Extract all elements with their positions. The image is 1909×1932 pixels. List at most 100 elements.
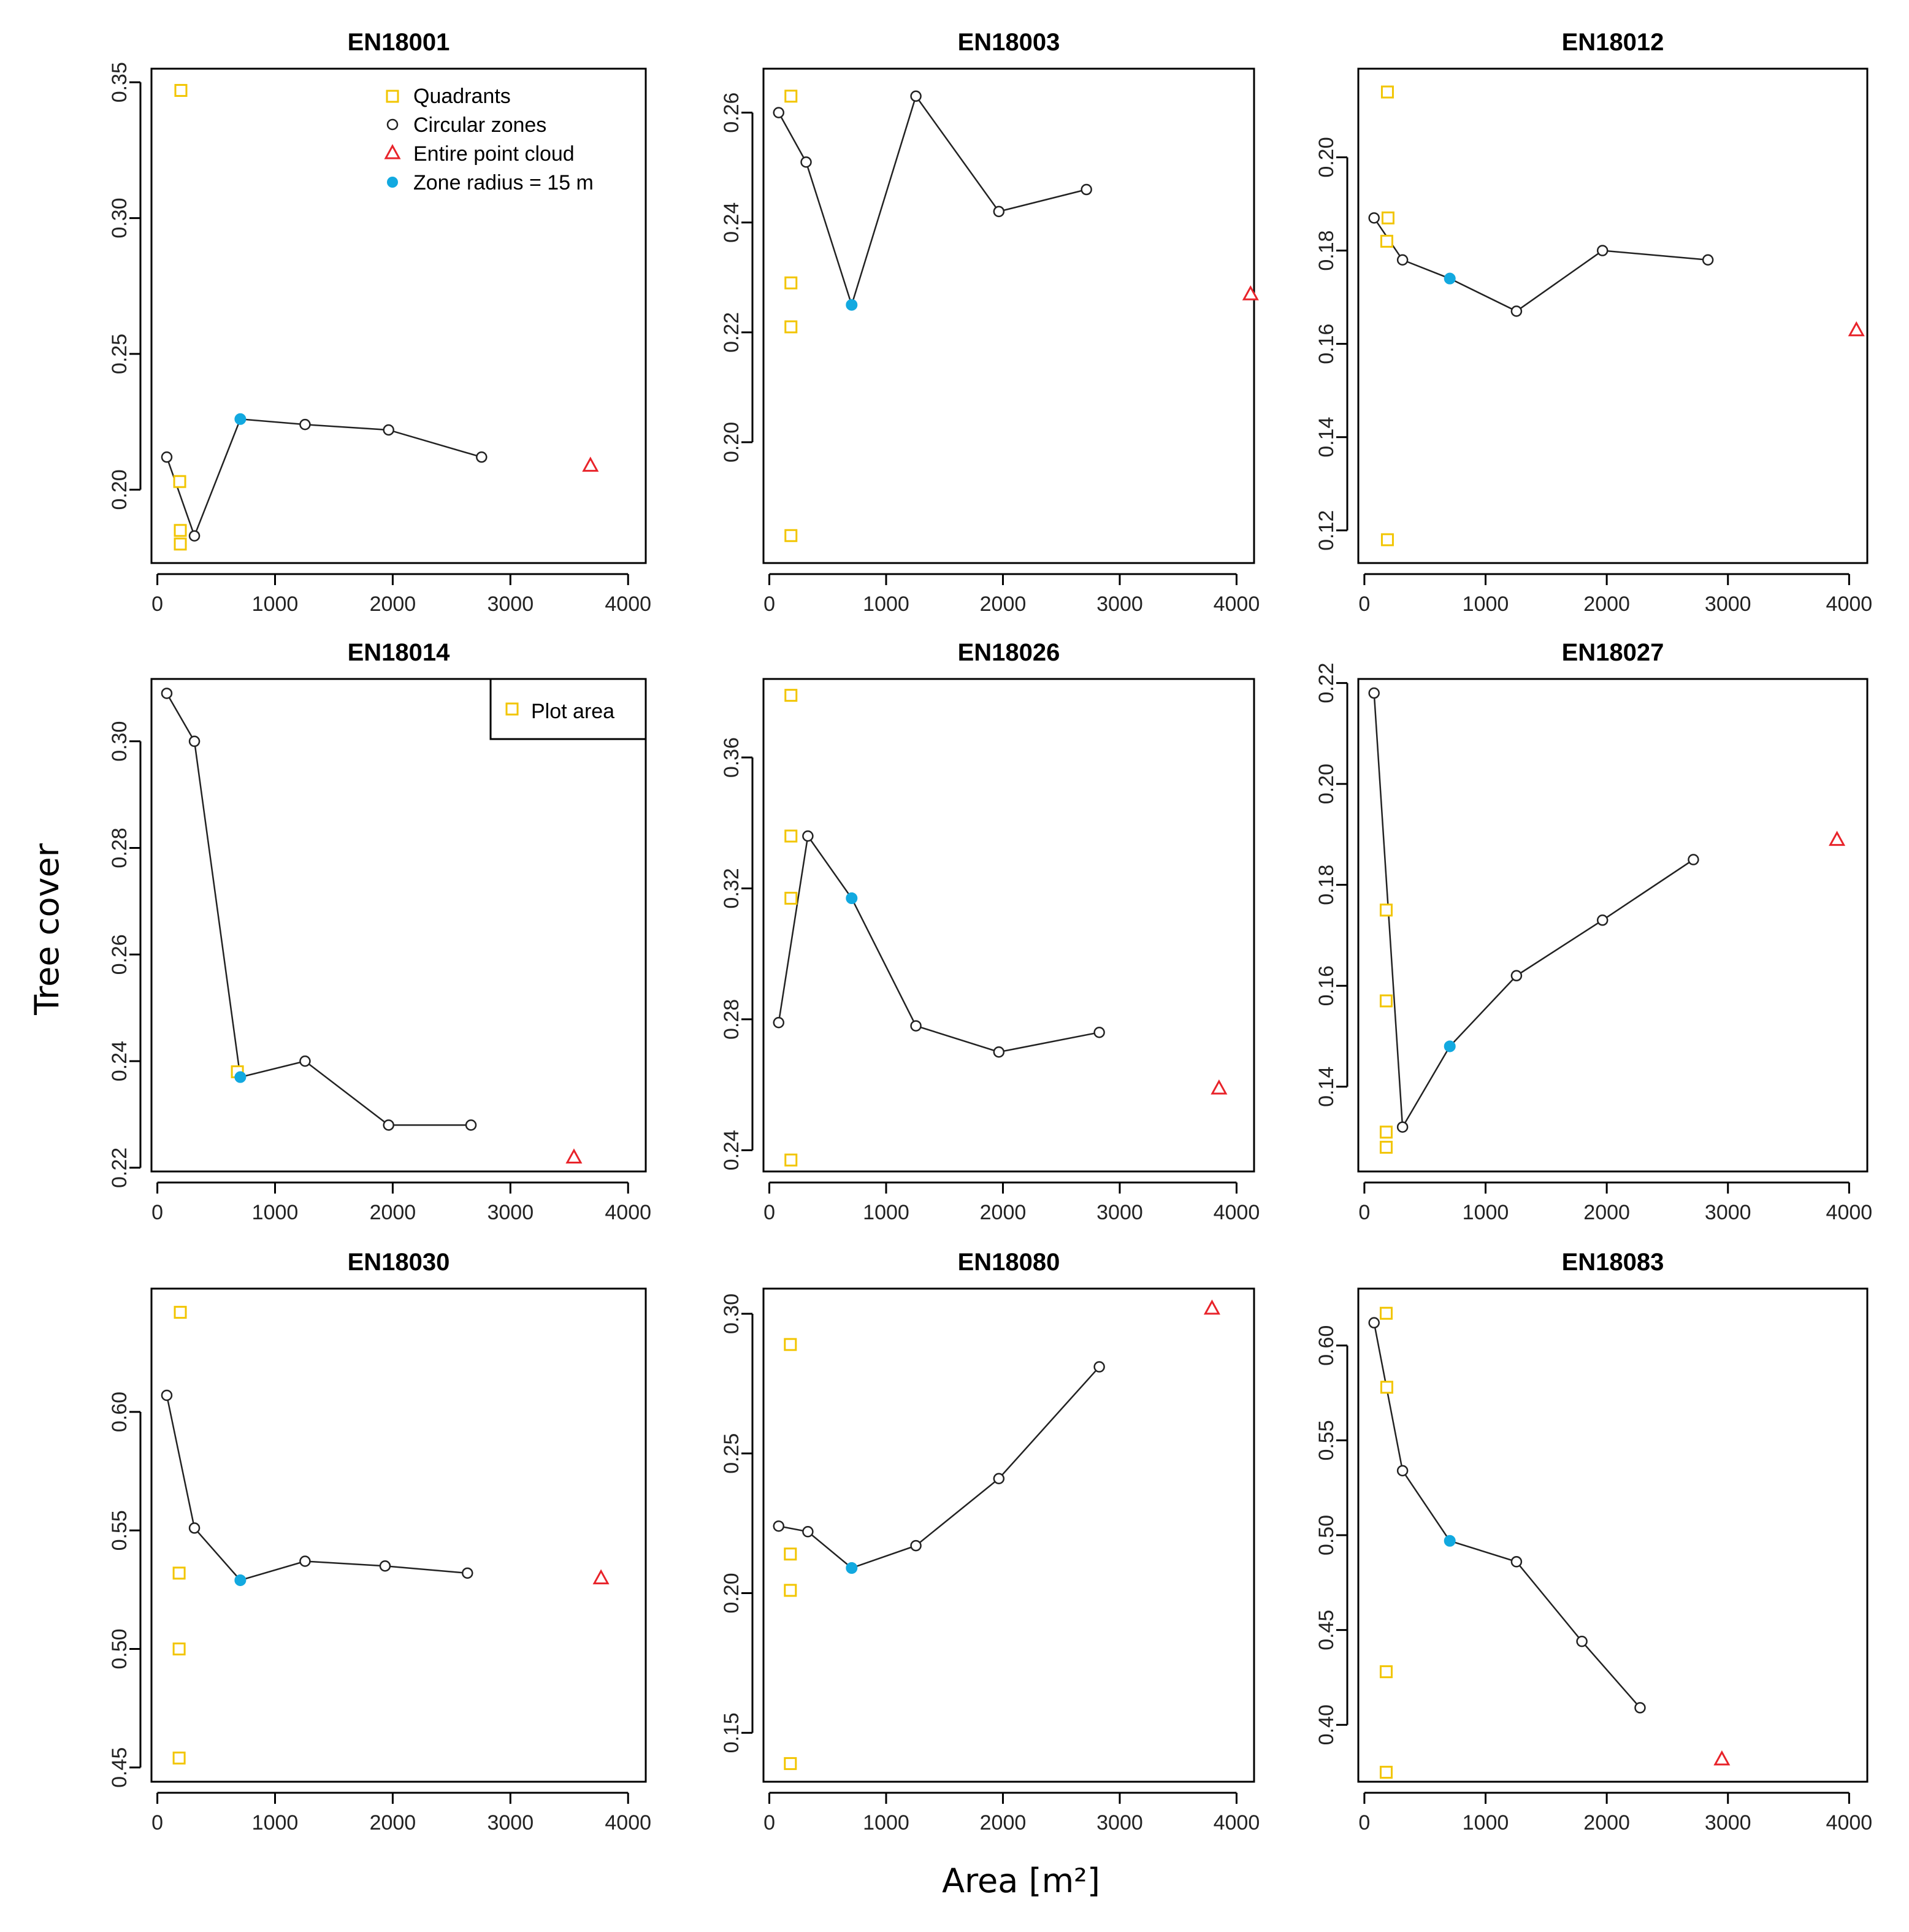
- circular-zone-point: [1396, 1465, 1409, 1477]
- x-tick-label: 3000: [1096, 1811, 1143, 1834]
- quadrant-point: [1380, 1381, 1393, 1394]
- circular-zone-point: [1576, 1635, 1588, 1647]
- entire-point-cloud-point: [1848, 321, 1865, 337]
- quadrant-point: [1379, 1306, 1393, 1320]
- y-tick-label: 0.16: [1315, 324, 1338, 364]
- y-tick-label: 0.22: [720, 312, 743, 353]
- entire-point-cloud-point: [582, 456, 599, 472]
- quadrant-point: [784, 529, 798, 542]
- circular-zones-series-line: [1373, 1322, 1641, 1709]
- x-tick-label: 2000: [370, 1201, 416, 1224]
- circular-zone-point: [773, 1520, 785, 1532]
- plot-frame: [150, 1287, 647, 1783]
- circular-zones-series-line: [778, 94, 1087, 308]
- x-tick-label: 4000: [605, 592, 651, 616]
- quadrant-point: [174, 83, 188, 97]
- circular-zone-point: [188, 530, 201, 542]
- y-tick-label: 0.25: [720, 1433, 743, 1474]
- circular-zone-point: [465, 1119, 477, 1131]
- entire-point-cloud-point: [1211, 1079, 1228, 1095]
- circular-zone-point: [299, 1055, 311, 1067]
- y-tick-label: 0.22: [108, 1148, 131, 1188]
- circular-zone-point: [1396, 254, 1409, 266]
- quadrant-point: [174, 537, 187, 551]
- quadrant-point: [173, 475, 186, 488]
- circular-zone-point: [161, 451, 173, 463]
- x-tick-label: 4000: [1826, 1201, 1873, 1224]
- quadrant-point: [1379, 1141, 1393, 1154]
- legend-circular-symbol: [386, 118, 399, 131]
- panel-EN18030: EN18030 0 1000 2000 3000 4000 0.45 0.50 0.55 0.60: [108, 1249, 651, 1834]
- zone-radius-15m-point: [1444, 1535, 1456, 1547]
- circular-zone-point: [1368, 1317, 1380, 1328]
- legend-label: Zone radius = 15 m: [413, 171, 594, 194]
- x-tick-label: 2000: [1583, 1811, 1630, 1834]
- circular-zone-point: [1702, 254, 1714, 266]
- quadrant-point: [1379, 1766, 1393, 1779]
- panel-title: EN18026: [958, 639, 1060, 666]
- quadrant-point: [174, 524, 187, 537]
- y-tick-label: 0.60: [1315, 1325, 1338, 1366]
- x-tick-label: 3000: [1096, 1201, 1143, 1224]
- circular-zone-point: [1368, 687, 1380, 699]
- zone-radius-15m-point: [846, 299, 858, 311]
- panel-title: EN18001: [348, 29, 450, 56]
- quadrant-point: [784, 320, 798, 334]
- x-tick-label: 4000: [605, 1201, 651, 1224]
- circular-zones-series-line: [166, 1395, 468, 1581]
- quadrant-point: [784, 1547, 797, 1561]
- plot-frame: [150, 678, 647, 1173]
- x-tick-label: 1000: [863, 1811, 909, 1834]
- circular-zone-point: [802, 830, 814, 842]
- panel-EN18080: EN18080 0 1000 2000 3000 4000 0.15 0.20 0.25 0.30: [720, 1249, 1260, 1834]
- x-tick-label: 4000: [1826, 592, 1873, 616]
- x-tick-label: 1000: [863, 592, 909, 616]
- legend-label: Entire point cloud: [413, 142, 575, 166]
- y-tick-label: 0.20: [108, 469, 131, 510]
- zone-radius-15m-point: [1444, 1040, 1456, 1052]
- y-tick-label: 0.55: [108, 1510, 131, 1551]
- y-tick-label: 0.30: [108, 197, 131, 238]
- circular-zone-point: [993, 1473, 1005, 1485]
- circular-zone-point: [161, 688, 173, 699]
- y-tick-label: 0.20: [1315, 764, 1338, 804]
- entire-point-cloud-point: [1203, 1299, 1220, 1315]
- x-tick-label: 4000: [1214, 592, 1260, 616]
- y-tick-label: 0.32: [720, 868, 743, 908]
- x-tick-label: 0: [1358, 592, 1370, 616]
- y-tick-label: 0.14: [1315, 1067, 1338, 1107]
- y-tick-label: 0.20: [1315, 137, 1338, 177]
- circular-zone-point: [1396, 1121, 1409, 1133]
- legend-plot-area: Plot area: [489, 678, 647, 740]
- zone-radius-15m-point: [234, 413, 247, 425]
- y-tick-label: 0.26: [108, 934, 131, 975]
- quadrant-point: [1380, 85, 1394, 99]
- panel-title: EN18027: [1562, 639, 1664, 666]
- y-tick-label: 0.22: [1315, 662, 1338, 703]
- x-tick-label: 1000: [252, 592, 299, 616]
- x-tick-label: 3000: [1705, 1201, 1751, 1224]
- y-tick-label: 0.50: [108, 1628, 131, 1669]
- legend-quadrant-symbol: [386, 90, 399, 103]
- y-tick-label: 0.36: [720, 737, 743, 778]
- circular-zone-point: [188, 1522, 201, 1534]
- circular-zone-point: [476, 451, 488, 463]
- x-tick-label: 0: [1358, 1201, 1370, 1224]
- x-axis-label: Area [m²]: [942, 1861, 1100, 1900]
- x-tick-label: 1000: [1463, 592, 1509, 616]
- circular-zones-series-line: [1373, 217, 1708, 312]
- panels: EN18001 0 1000 2000 3000 4000 0.20 0.25 0.30 0.35…: [108, 29, 1872, 1834]
- quadrant-point: [784, 891, 798, 905]
- panel-EN18027: EN18027 0 1000 2000 3000 4000 0.14 0.16 0.18 0.20…: [1315, 639, 1872, 1224]
- circular-zone-point: [910, 90, 922, 102]
- circular-zones-series-line: [166, 418, 482, 539]
- x-tick-label: 2000: [1583, 592, 1630, 616]
- y-tick-label: 0.18: [1315, 230, 1338, 270]
- circular-zone-point: [1596, 914, 1609, 926]
- y-tick-label: 0.28: [108, 827, 131, 868]
- y-tick-label: 0.26: [720, 93, 743, 133]
- quadrant-point: [784, 1584, 797, 1597]
- circular-zone-point: [1368, 212, 1380, 224]
- circular-zone-point: [299, 1555, 311, 1567]
- quadrant-point: [1379, 1665, 1393, 1679]
